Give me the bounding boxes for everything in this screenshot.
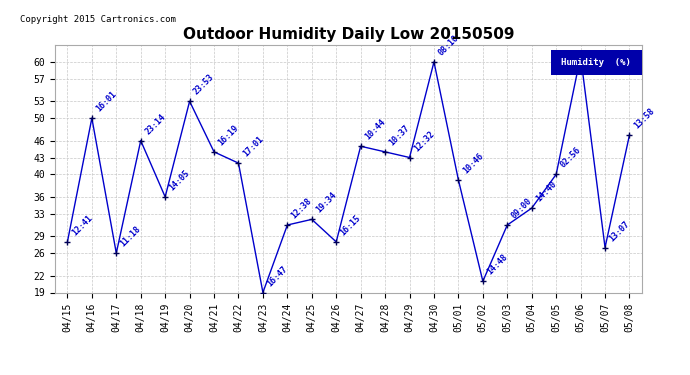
Text: 13:58: 13:58 (632, 106, 656, 130)
Text: 02:56: 02:56 (559, 146, 582, 170)
Text: 09:00: 09:00 (510, 196, 534, 220)
Title: Outdoor Humidity Daily Low 20150509: Outdoor Humidity Daily Low 20150509 (183, 27, 514, 42)
Text: 23:14: 23:14 (144, 112, 167, 136)
Text: 10:37: 10:37 (388, 123, 412, 147)
Text: 11:18: 11:18 (119, 225, 143, 249)
Text: 19:34: 19:34 (314, 191, 338, 215)
Text: 12:38: 12:38 (290, 196, 314, 220)
Text: 13:07: 13:07 (607, 219, 631, 243)
Text: 16:01: 16:01 (95, 90, 119, 114)
Text: 16:47: 16:47 (266, 264, 289, 288)
Text: 23:53: 23:53 (192, 73, 216, 97)
Text: 14:05: 14:05 (168, 168, 192, 192)
Text: 16:15: 16:15 (339, 213, 363, 237)
Text: 14:40: 14:40 (534, 180, 558, 204)
Text: 14:48: 14:48 (485, 253, 509, 277)
Text: 12:32: 12:32 (412, 129, 436, 153)
Text: 10:44: 10:44 (363, 118, 387, 142)
Text: 12:41: 12:41 (70, 213, 94, 237)
Text: 08:10: 08:10 (436, 33, 460, 57)
Text: 17:01: 17:01 (241, 135, 265, 159)
Text: Copyright 2015 Cartronics.com: Copyright 2015 Cartronics.com (20, 15, 176, 24)
Text: 16:19: 16:19 (217, 123, 241, 147)
Text: 10:46: 10:46 (461, 152, 485, 176)
